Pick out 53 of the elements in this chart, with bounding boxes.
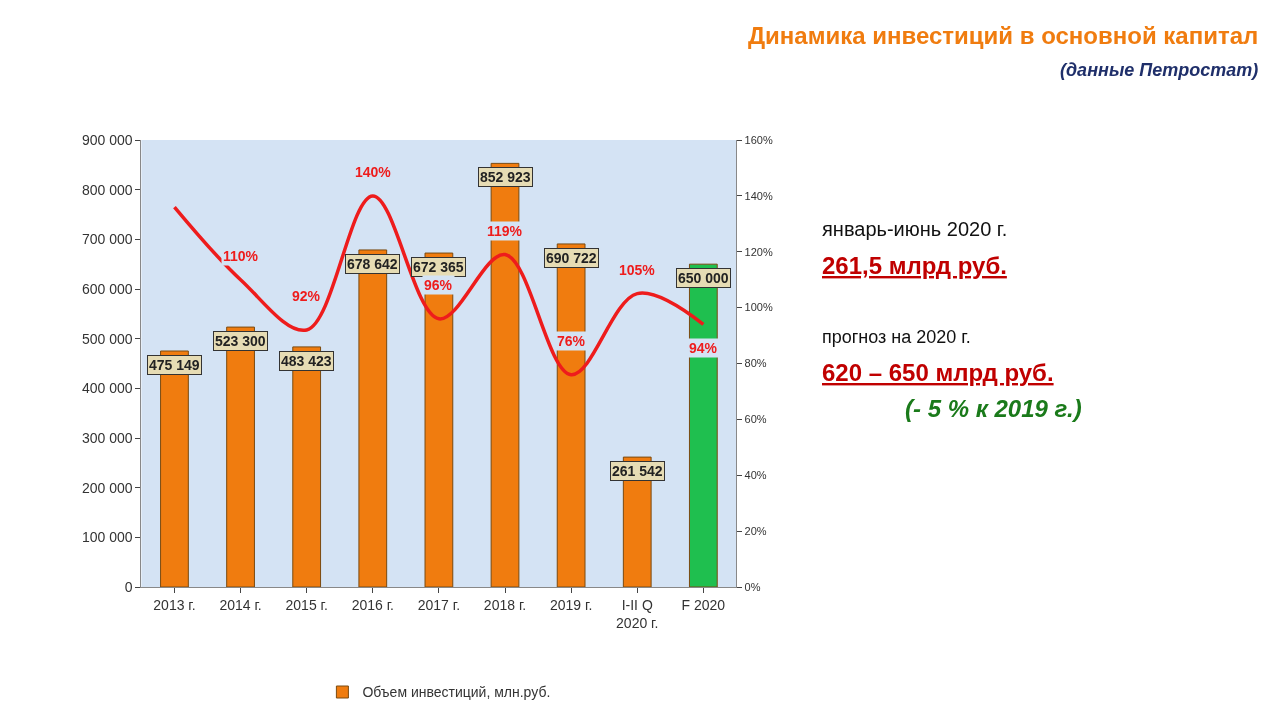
- text: (данные Петростат): [1060, 60, 1259, 80]
- data-label: 483 423: [281, 353, 332, 369]
- x-tick-label: F 2020: [681, 596, 726, 613]
- y2-tick-label: 20%: [744, 524, 767, 537]
- data-label: 678 642: [347, 256, 398, 272]
- y-tick-label: 0: [124, 578, 133, 595]
- y-tick-label: 300 000: [81, 429, 133, 446]
- x-tick-label: I-II Q 2020 г.: [616, 596, 659, 631]
- data-label: 523 300: [215, 333, 266, 349]
- data-label: 261 542: [612, 463, 663, 479]
- data-label: 94%: [689, 340, 718, 356]
- data-label: 690 722: [546, 250, 597, 266]
- text: 620 – 650 млрд руб.: [822, 359, 1054, 386]
- text: 261,5 млрд руб.: [822, 252, 1007, 279]
- y-tick-label: 600 000: [81, 280, 133, 297]
- text: январь-июнь 2020 г.: [822, 218, 1008, 240]
- x-tick-label: 2018 г.: [483, 596, 527, 613]
- data-label: 105%: [619, 262, 656, 278]
- x-tick-label: 2017 г.: [417, 596, 461, 613]
- data-label: 96%: [424, 277, 453, 293]
- data-label: 110%: [223, 248, 259, 264]
- data-label: 650 000: [678, 270, 729, 286]
- x-tick-label: 2014 г.: [219, 596, 262, 613]
- data-label: 852 923: [480, 169, 531, 185]
- y2-tick-label: 120%: [744, 245, 773, 258]
- y-tick-label: 100 000: [81, 529, 133, 546]
- y-tick-label: 500 000: [81, 330, 133, 347]
- data-label: 76%: [557, 333, 586, 349]
- y-tick-label: 400 000: [81, 380, 133, 397]
- x-tick-label: 2019 г.: [549, 596, 593, 613]
- y2-tick-label: 100%: [744, 301, 773, 314]
- x-tick-label: 2016 г.: [351, 596, 394, 613]
- y2-tick-label: 140%: [744, 189, 773, 202]
- data-label: 140%: [355, 164, 392, 180]
- y-tick-label: 800 000: [81, 181, 133, 198]
- y2-tick-label: 40%: [744, 469, 767, 482]
- data-label: 475 149: [149, 357, 200, 373]
- data-label: 92%: [292, 288, 321, 304]
- y-tick-label: 200 000: [81, 479, 133, 496]
- y2-tick-label: 0%: [744, 580, 761, 593]
- text: Динамика инвестиций в основной капитал: [748, 22, 1259, 49]
- y2-tick-label: 60%: [744, 413, 767, 426]
- x-tick-label: 2013 г.: [153, 596, 196, 613]
- y-tick-label: 900 000: [81, 131, 133, 148]
- legend-label: Объем инвестиций, млн.руб.: [362, 684, 551, 701]
- text: (- 5 % к 2019 г.): [905, 395, 1082, 422]
- data-label: 119%: [487, 223, 523, 239]
- y2-tick-label: 160%: [744, 133, 773, 146]
- y-tick-label: 700 000: [81, 231, 133, 248]
- text: прогноз на 2020 г.: [822, 327, 971, 347]
- x-tick-label: 2015 г.: [285, 596, 328, 613]
- y2-tick-label: 80%: [744, 357, 767, 370]
- data-label: 672 365: [413, 259, 464, 275]
